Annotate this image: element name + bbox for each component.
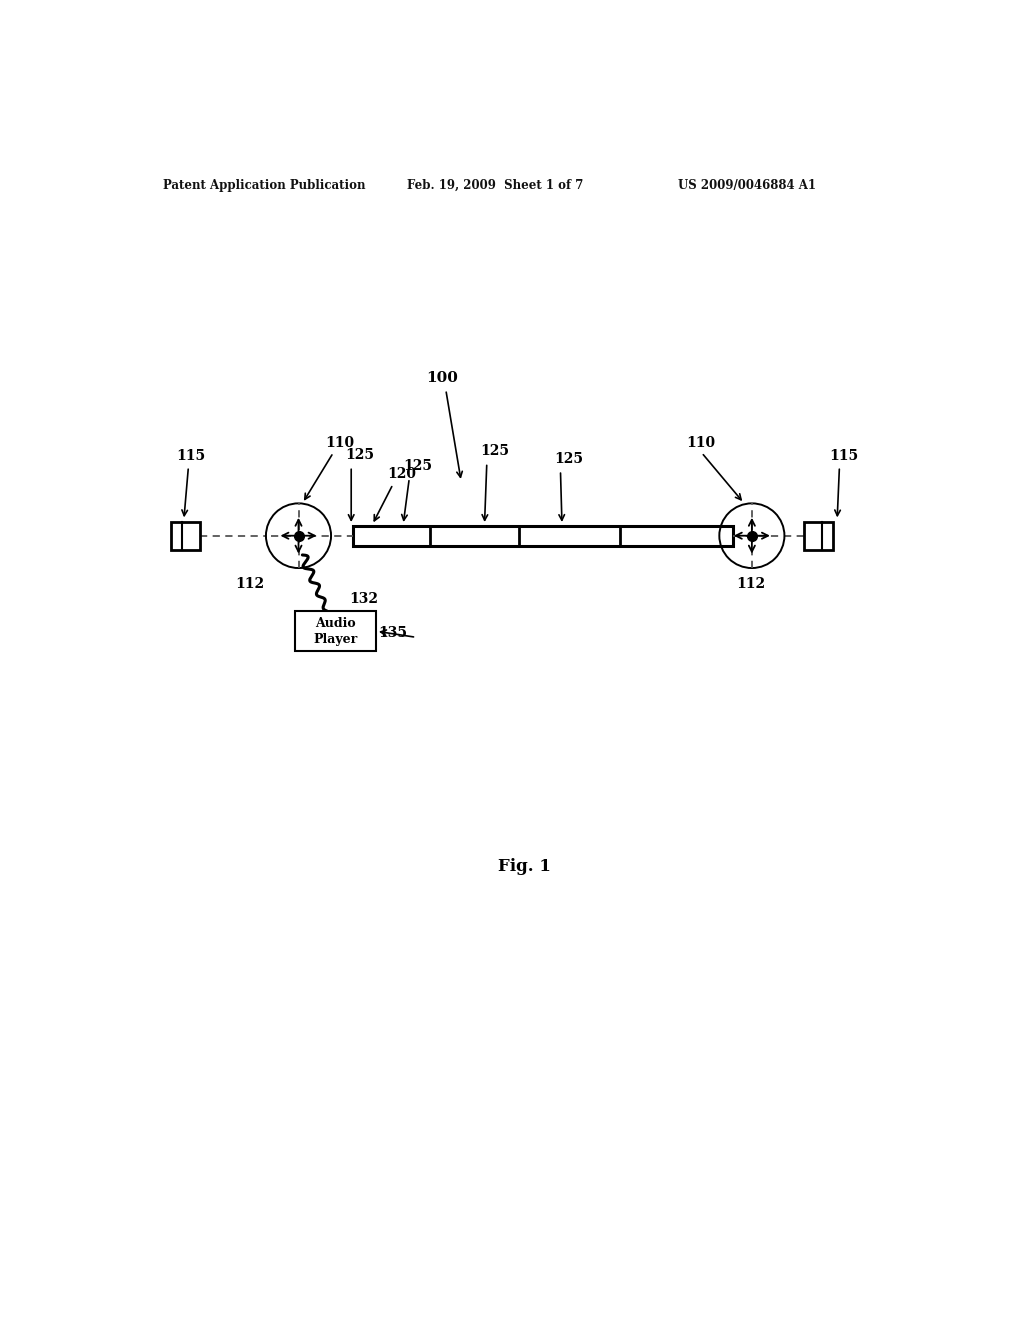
Bar <box>352 525 732 545</box>
Bar <box>295 611 376 651</box>
Text: 125: 125 <box>480 444 510 458</box>
Text: 112: 112 <box>736 577 766 591</box>
Text: 110: 110 <box>326 436 354 450</box>
Text: 115: 115 <box>829 449 858 463</box>
Text: 110: 110 <box>686 436 715 450</box>
Text: 100: 100 <box>426 371 459 384</box>
Text: 125: 125 <box>345 447 374 462</box>
Text: US 2009/0046884 A1: US 2009/0046884 A1 <box>678 178 816 191</box>
Text: Feb. 19, 2009  Sheet 1 of 7: Feb. 19, 2009 Sheet 1 of 7 <box>407 178 584 191</box>
Text: 112: 112 <box>234 577 264 591</box>
Text: 132: 132 <box>349 593 378 606</box>
Text: 120: 120 <box>388 467 417 480</box>
Bar <box>171 521 200 549</box>
Text: 125: 125 <box>403 459 432 474</box>
Text: 125: 125 <box>554 451 584 466</box>
Text: Patent Application Publication: Patent Application Publication <box>163 178 366 191</box>
Text: Fig. 1: Fig. 1 <box>499 858 551 875</box>
Text: 135: 135 <box>378 627 408 640</box>
Text: 115: 115 <box>176 449 205 463</box>
Bar <box>804 521 834 549</box>
Text: Audio
Player: Audio Player <box>313 616 357 645</box>
